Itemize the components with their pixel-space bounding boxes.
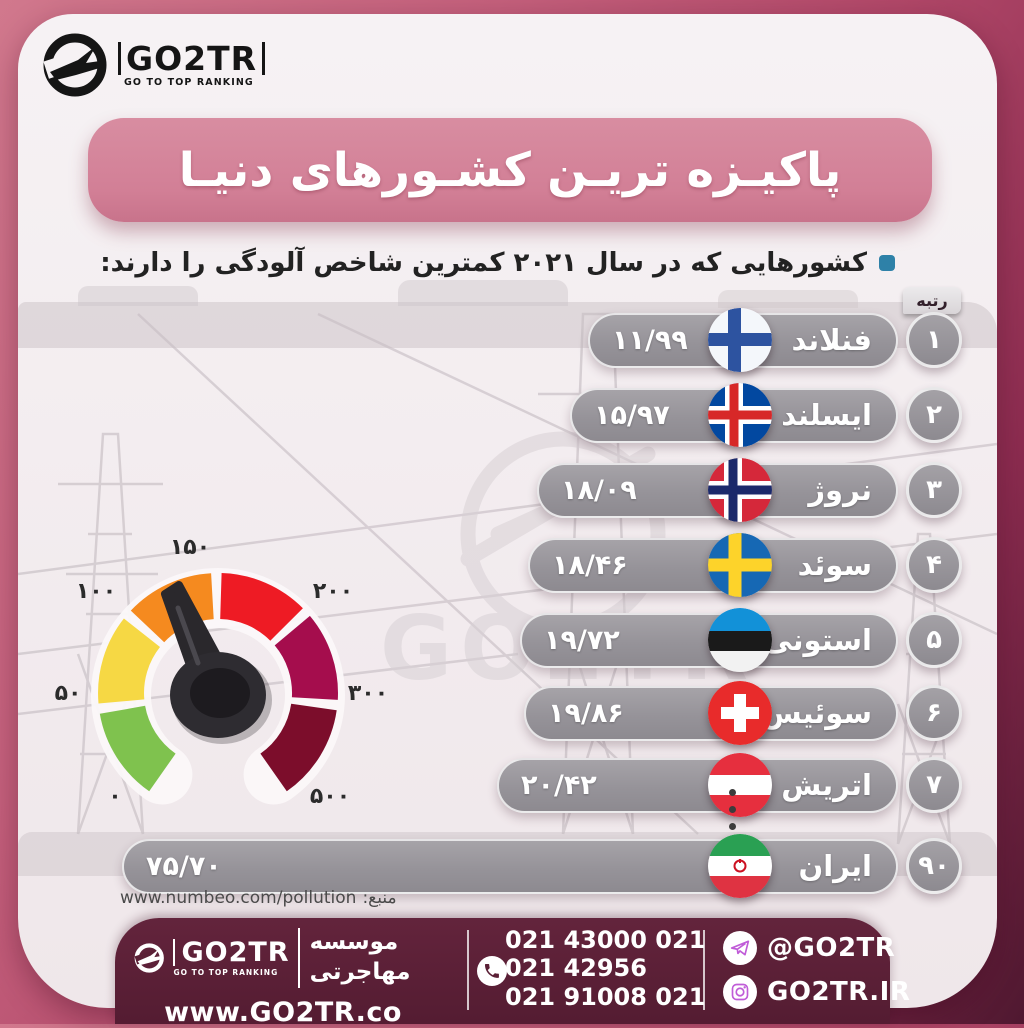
gauge-seg-yellow [98,618,160,704]
rank-badge-2: ۲ [906,387,962,443]
subtitle-row: کشورهایی که در سال ۲۰۲۱ کمترین شاخص آلود… [100,248,895,278]
footer-divider-1 [467,930,469,1010]
gauge-tick-100: ۱۰۰ [76,579,116,604]
gauge-tick-150: ۱۵۰ [170,535,210,560]
gauge-seg-crimson [274,615,338,700]
country-name: ایسلند [781,398,872,432]
pollution-value: ۱۸/۴۶ [552,550,628,581]
country-name: نروژ [808,473,872,507]
gauge-tick-0: ۰ [108,784,121,809]
bullet-square-icon [879,255,895,271]
subtitle-text: کشورهایی که در سال ۲۰۲۱ کمترین شاخص آلود… [100,248,867,278]
footer-divider-2 [703,930,705,1010]
gauge-tick-50: ۵۰ [55,681,82,706]
phone-number-1[interactable]: 021 43000 021 [505,926,706,954]
estonia-flag-icon [708,608,772,672]
gauge-tick-200: ۲۰۰ [313,579,353,604]
country-name: اتریش [781,768,872,802]
source-line: منبع: www.numbeo.com/pollution [120,888,397,908]
country-bar-austria[interactable]: ۲۰/۴۲ اتریش [497,758,898,813]
rank-badge-4: ۴ [906,537,962,593]
country-name: ایران [798,849,872,883]
footer-bar: GO2TR GO TO TOP RANKING موسسه مهاجرتی ww… [115,918,910,1028]
brand-name: GO2TR [118,42,266,76]
pollution-value: ۲۰/۴۲ [521,770,597,801]
footer-institute: موسسه مهاجرتی [297,928,433,988]
country-bar-estonia[interactable]: ۱۹/۷۲ استونی [520,613,898,668]
brand-tagline: GO TO TOP RANKING [124,77,254,89]
sweden-flag-icon [708,533,772,597]
pollution-value: ۷۵/۷۰ [146,851,222,882]
rank-badge-7: ۷ [906,757,962,813]
brand-logo-top: GO2TR GO TO TOP RANKING [40,26,300,104]
country-name: سوئد [797,548,872,582]
switzerland-flag-icon [708,681,772,745]
pollution-gauge: ۰ ۵۰ ۱۰۰ ۱۵۰ ۲۰۰ ۳۰۰ ۵۰۰ [55,535,389,809]
rank-column-header: رتبه [903,287,961,314]
gauge-seg-darkred [260,703,337,792]
source-label: منبع: [362,888,397,908]
footer-phones: 021 43000 021 021 42956 021 91008 021 [505,926,705,1011]
country-bar-iran[interactable]: ۷۵/۷۰ ایران [122,839,898,894]
gauge-tick-500: ۵۰۰ [310,784,350,809]
go2tr-plane-icon-footer [134,943,164,973]
instagram-handle[interactable]: GO2TR.IR [767,977,911,1007]
phone-number-3[interactable]: 021 91008 021 [505,982,706,1011]
pollution-value: ۱۹/۷۲ [544,625,620,656]
pollution-value: ۱۹/۸۶ [548,698,624,729]
pollution-value: ۱۱/۹۹ [612,325,688,356]
rank-badge-3: ۳ [906,462,962,518]
title-banner: پاکیـزه تریـن کشـورهای دنیـا [88,118,932,222]
norway-flag-icon [708,458,772,522]
go2tr-plane-icon [43,33,107,97]
footer-brand-tagline: GO TO TOP RANKING [173,967,279,977]
pollution-value: ۱۸/۰۹ [561,475,637,506]
rank-badge-6: ۶ [906,685,962,741]
rank-badge-1: ۱ [906,312,962,368]
iceland-flag-icon [708,383,772,447]
phone-number-2[interactable]: 021 42956 [505,954,647,983]
gauge-seg-red [220,573,303,641]
country-name: سوئیس [761,696,872,730]
finland-flag-icon [708,308,772,372]
telegram-icon[interactable] [723,931,757,965]
instagram-icon[interactable] [723,975,757,1009]
rank-badge-90: ۹۰ [906,838,962,894]
gauge-tick-300: ۳۰۰ [348,681,388,706]
pollution-value: ۱۵/۹۷ [594,400,670,431]
page-title: پاکیـزه تریـن کشـورهای دنیـا [178,142,842,198]
austria-flag-icon [708,753,772,817]
iran-flag-icon [708,834,772,898]
footer-website[interactable]: www.GO2TR.co [164,996,402,1028]
gauge-needle [161,581,272,744]
footer-brand-name: GO2TR [173,938,289,966]
source-url[interactable]: www.numbeo.com/pollution [120,888,357,908]
country-name: استونی [763,623,872,657]
footer-social-block: @GO2TR GO2TR.IR [723,928,910,1016]
rank-badge-5: ۵ [906,612,962,668]
phone-icon [477,956,507,986]
footer-brand-block: GO2TR GO TO TOP RANKING موسسه مهاجرتی ww… [133,928,433,1028]
gauge-seg-green [99,705,176,792]
country-name: فنلاند [791,323,873,357]
telegram-handle[interactable]: @GO2TR [767,933,896,963]
ellipsis-dots [729,789,737,840]
